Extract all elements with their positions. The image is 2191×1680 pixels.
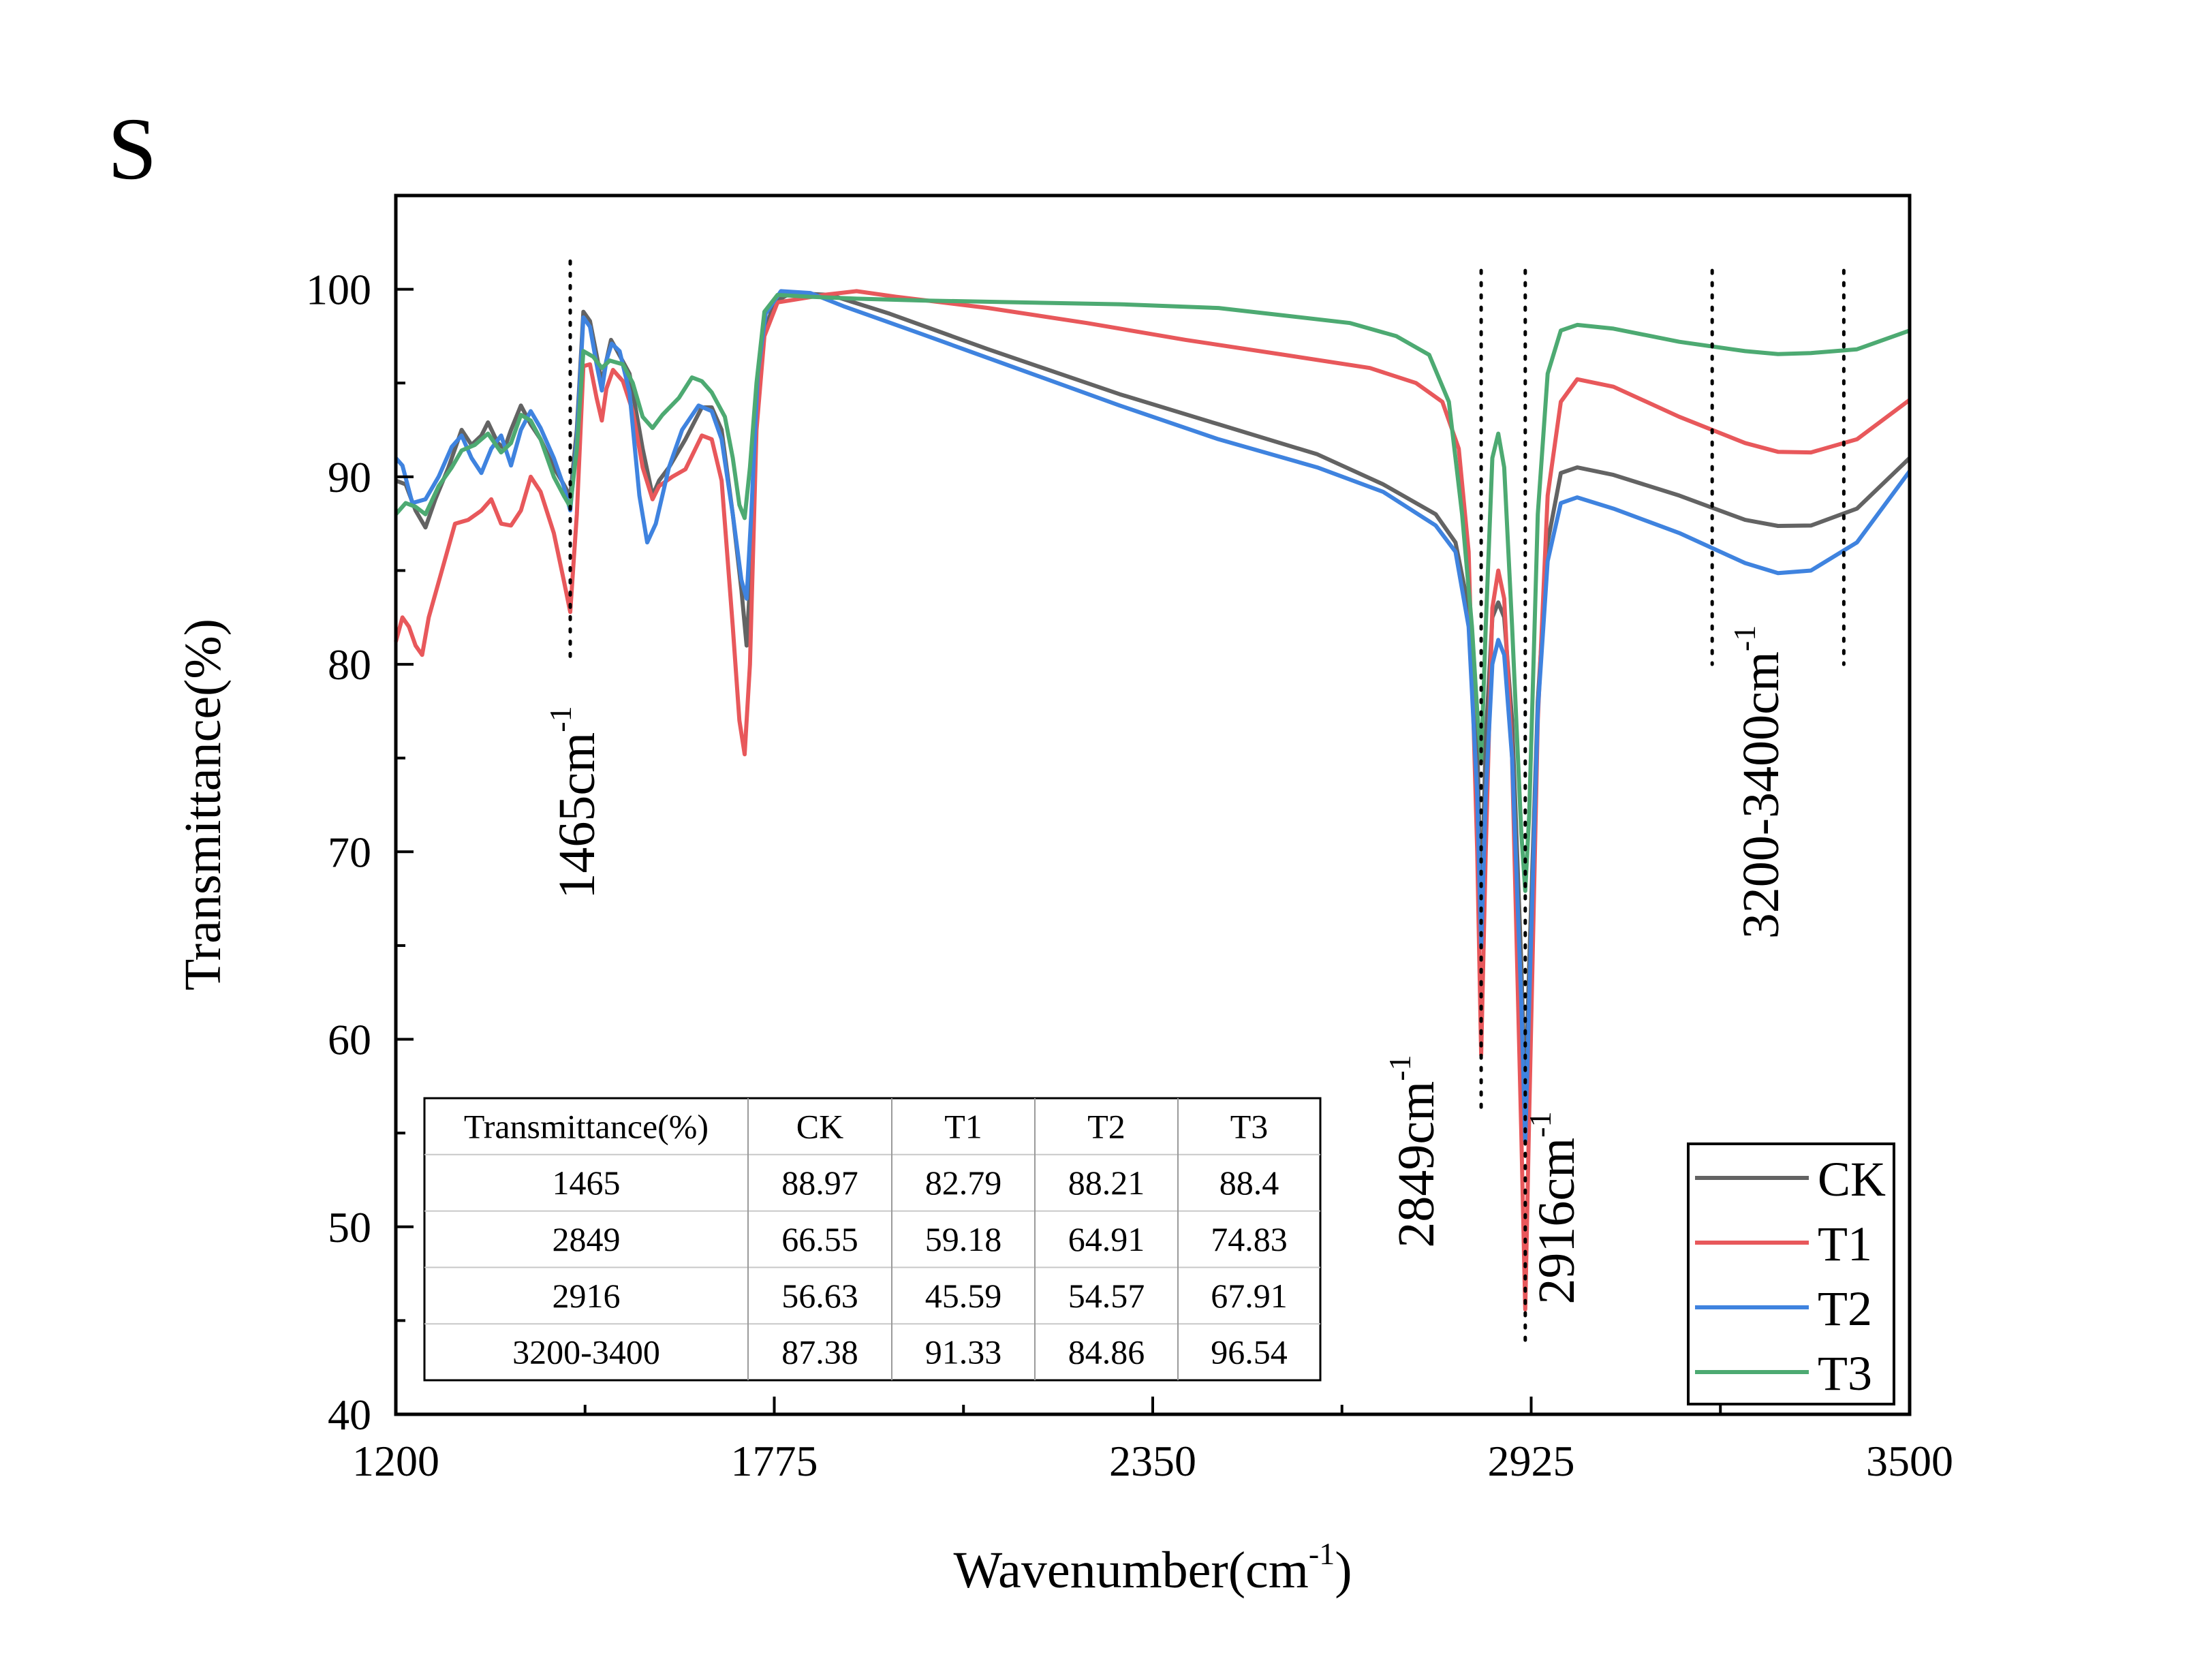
panel-label: S	[108, 100, 157, 198]
legend-label-t1: T1	[1818, 1217, 1872, 1271]
table-header-cell: T1	[944, 1107, 982, 1145]
x-axis-title-sup: -1	[1309, 1536, 1335, 1571]
table-cell: 1465	[553, 1164, 621, 1202]
table-cell: 66.55	[781, 1220, 858, 1258]
table-cell: 96.54	[1211, 1333, 1288, 1371]
table-cell: 88.97	[781, 1164, 858, 1202]
series-line-t3	[394, 292, 1911, 893]
table-cell: 3200-3400	[512, 1333, 660, 1371]
x-axis-title-end: )	[1335, 1542, 1352, 1599]
table-cell: 87.38	[781, 1333, 858, 1371]
legend-label-ck: CK	[1818, 1152, 1886, 1207]
y-tick-label: 90	[328, 453, 371, 501]
legend-label-t2: T2	[1818, 1281, 1872, 1336]
legend: CK T1 T2 T3	[1687, 1142, 1895, 1405]
y-axis-ticks: 40 50 60 70 80 90 100	[306, 266, 414, 1439]
series-line-t1	[394, 289, 1911, 1312]
y-tick-label: 50	[328, 1203, 371, 1251]
annotation-2916: 2916cm-1	[1523, 1111, 1585, 1304]
table-cell: 64.91	[1068, 1220, 1145, 1258]
peak-annotations: 1465cm-1 2849cm-1 2916cm-1 3200-3400cm-1	[543, 625, 1790, 1305]
x-tick-label: 1200	[352, 1437, 439, 1485]
table-cell: 82.79	[925, 1164, 1002, 1202]
table-header-cell: T3	[1230, 1107, 1269, 1145]
x-tick-label: 1775	[731, 1437, 818, 1485]
x-axis-ticks: 1200 1775 2350 2925 3500	[352, 1397, 1953, 1485]
x-tick-label: 2350	[1109, 1437, 1196, 1485]
table-border	[423, 1097, 1322, 1382]
table-header-cell: T2	[1087, 1107, 1125, 1145]
table-cell: 45.59	[925, 1277, 1002, 1315]
table-cell: 84.86	[1068, 1333, 1145, 1371]
x-tick-label: 2925	[1488, 1437, 1575, 1485]
table-cell: 2849	[553, 1220, 621, 1258]
legend-box	[1687, 1142, 1895, 1405]
legend-label-t3: T3	[1818, 1346, 1872, 1401]
table-header-cell: Transmittance(%)	[464, 1107, 709, 1145]
transmittance-table: Transmittance(%) CK T1 T2 T3 1465 88.97 82.79 88…	[423, 1097, 1322, 1382]
annotation-3200-3400: 3200-3400cm-1	[1727, 625, 1790, 939]
y-axis-title: Transmittance(%)	[174, 619, 232, 991]
y-tick-label: 100	[306, 266, 371, 314]
table-cell: 91.33	[925, 1333, 1002, 1371]
y-tick-label: 80	[328, 640, 371, 689]
table-header-cell: CK	[796, 1107, 843, 1145]
table-cell: 88.21	[1068, 1164, 1145, 1202]
table-cell: 74.83	[1211, 1220, 1288, 1258]
y-tick-label: 40	[328, 1390, 371, 1439]
annotation-1465: 1465cm-1	[543, 706, 606, 899]
x-tick-label: 3500	[1866, 1437, 1953, 1485]
table-cell: 59.18	[925, 1220, 1002, 1258]
annotation-2849: 2849cm-1	[1382, 1055, 1445, 1247]
y-tick-label: 60	[328, 1016, 371, 1064]
peak-markers	[568, 259, 1846, 1351]
table-cell: 2916	[553, 1277, 621, 1315]
table-cell: 67.91	[1211, 1277, 1288, 1315]
series-line-ck	[394, 291, 1912, 1105]
y-tick-label: 70	[328, 828, 371, 876]
table-cell: 88.4	[1219, 1164, 1279, 1202]
x-axis-title: Wavenumber(cm-1)	[953, 1536, 1352, 1599]
table-cell: 54.57	[1068, 1277, 1145, 1315]
table-cell: 56.63	[781, 1277, 858, 1315]
